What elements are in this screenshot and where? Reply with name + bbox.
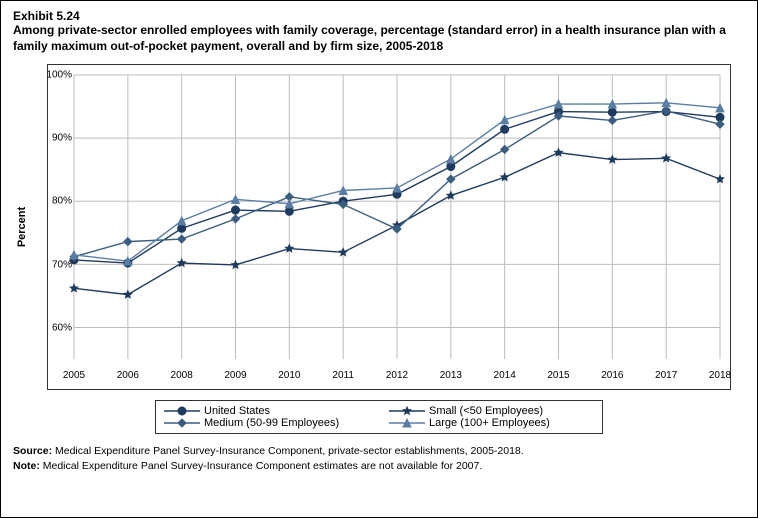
x-tick-label: 2013 xyxy=(440,370,462,381)
y-tick-label: 80% xyxy=(52,196,72,207)
legend-item-small: Small (<50 Employees) xyxy=(389,405,594,417)
exhibit-container: Exhibit 5.24 Among private-sector enroll… xyxy=(0,0,758,518)
x-tick-label: 2015 xyxy=(547,370,569,381)
x-tick-label: 2014 xyxy=(494,370,516,381)
legend-item-united-states: United States xyxy=(164,405,369,417)
x-tick-label: 2017 xyxy=(655,370,677,381)
footer: Source: Medical Expenditure Panel Survey… xyxy=(1,438,757,477)
x-tick-label: 2010 xyxy=(278,370,300,381)
y-tick-label: 100% xyxy=(46,70,72,81)
source-text: Medical Expenditure Panel Survey-Insuran… xyxy=(52,445,524,457)
title-block: Exhibit 5.24 Among private-sector enroll… xyxy=(1,1,757,58)
x-tick-label: 2018 xyxy=(709,370,731,381)
legend-label: Large (100+ Employees) xyxy=(429,417,550,429)
plot-region: 60%70%80%90%100%200520062008200920102011… xyxy=(74,75,720,359)
note-label: Note: xyxy=(13,460,40,472)
y-tick-label: 90% xyxy=(52,133,72,144)
source-label: Source: xyxy=(13,445,52,457)
legend-marker-triangle xyxy=(389,417,425,429)
line-chart-svg xyxy=(74,75,720,359)
x-tick-label: 2006 xyxy=(117,370,139,381)
note-line: Note: Medical Expenditure Panel Survey-I… xyxy=(13,459,745,474)
legend: United States Small (<50 Employees) Medi… xyxy=(155,400,603,434)
legend-label: United States xyxy=(204,405,270,417)
legend-item-large: Large (100+ Employees) xyxy=(389,417,594,429)
x-tick-label: 2008 xyxy=(171,370,193,381)
x-tick-label: 2005 xyxy=(63,370,85,381)
x-tick-label: 2011 xyxy=(332,370,354,381)
chart-area: Percent 60%70%80%90%100%2005200620082009… xyxy=(47,64,731,390)
x-tick-label: 2012 xyxy=(386,370,408,381)
note-text: Medical Expenditure Panel Survey-Insuran… xyxy=(40,460,482,472)
x-tick-label: 2009 xyxy=(224,370,246,381)
legend-marker-diamond xyxy=(164,417,200,429)
exhibit-title: Among private-sector enrolled employees … xyxy=(13,23,745,54)
legend-marker-star xyxy=(389,405,425,417)
source-line: Source: Medical Expenditure Panel Survey… xyxy=(13,444,745,459)
exhibit-number: Exhibit 5.24 xyxy=(13,9,745,23)
y-axis-label: Percent xyxy=(16,207,28,247)
x-tick-label: 2016 xyxy=(601,370,623,381)
legend-label: Medium (50-99 Employees) xyxy=(204,417,339,429)
legend-item-medium: Medium (50-99 Employees) xyxy=(164,417,369,429)
legend-marker-circle xyxy=(164,405,200,417)
legend-label: Small (<50 Employees) xyxy=(429,405,543,417)
y-tick-label: 70% xyxy=(52,259,72,270)
y-tick-label: 60% xyxy=(52,322,72,333)
